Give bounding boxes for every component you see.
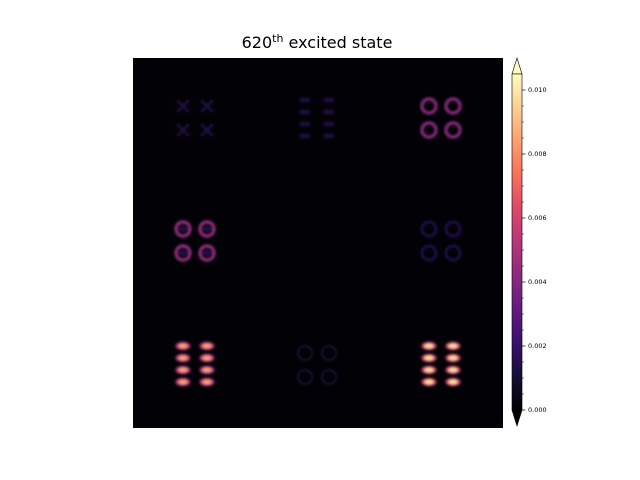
density-lobe — [448, 367, 458, 373]
title-superscript: th — [272, 32, 283, 45]
density-lobe — [320, 368, 338, 386]
density-lobe — [199, 98, 215, 114]
density-lobe — [448, 343, 458, 349]
density-lobe — [424, 343, 434, 349]
density-lobe — [199, 122, 215, 138]
density-lobe — [202, 367, 212, 373]
density-lobe — [448, 355, 458, 361]
density-lobe — [444, 244, 462, 262]
heatmap-block — [174, 220, 216, 262]
colorbar-tick-label: 0.004 — [528, 278, 547, 286]
density-lobe — [198, 244, 216, 262]
density-lobe — [198, 220, 216, 238]
colorbar-tick-label: 0.006 — [528, 214, 547, 222]
title-number: 620 — [242, 33, 273, 52]
colorbar-tick-label: 0.000 — [528, 406, 547, 414]
density-lobe — [323, 109, 335, 115]
density-lobe — [444, 97, 462, 115]
density-lobe — [174, 244, 192, 262]
density-lobe — [202, 226, 212, 232]
density-lobe — [299, 133, 311, 139]
heatmap-layer — [174, 97, 462, 387]
density-lobe — [424, 367, 434, 373]
colorbar-bar — [512, 74, 522, 410]
heatmap-block — [175, 341, 215, 387]
density-lobe — [178, 379, 188, 385]
density-lobe — [424, 379, 434, 385]
colorbar: 0.000 0.002 0.004 0.006 0.008 0.010 — [511, 56, 547, 428]
density-lobe — [202, 250, 212, 256]
density-lobe — [202, 343, 212, 349]
density-lobe — [175, 122, 191, 138]
title-rest: excited state — [283, 33, 392, 52]
density-lobe — [202, 379, 212, 385]
density-lobe — [299, 121, 311, 127]
density-lobe — [178, 250, 188, 256]
colorbar-outline — [511, 73, 523, 411]
heatmap-background — [133, 58, 503, 428]
density-lobe — [178, 343, 188, 349]
density-lobe — [178, 367, 188, 373]
heatmap-block — [175, 98, 215, 138]
chart-title: 620th excited state — [242, 32, 393, 52]
colorbar-tick-label: 0.008 — [528, 150, 547, 158]
colorbar-tick-label: 0.002 — [528, 342, 547, 350]
density-lobe — [174, 220, 192, 238]
density-lobe — [420, 244, 438, 262]
heatmap-block — [296, 344, 338, 386]
density-lobe — [296, 344, 314, 362]
density-lobe — [323, 97, 335, 103]
density-lobe — [424, 355, 434, 361]
density-lobe — [444, 220, 462, 238]
density-lobe — [323, 121, 335, 127]
density-lobe — [178, 226, 188, 232]
density-lobe — [202, 355, 212, 361]
heatmap-block — [299, 97, 335, 139]
density-lobe — [323, 133, 335, 139]
density-lobe — [448, 379, 458, 385]
heatmap-block — [420, 220, 462, 262]
density-lobe — [178, 355, 188, 361]
heatmap-block — [421, 341, 461, 387]
colorbar-extend-max — [511, 56, 523, 75]
density-lobe — [420, 220, 438, 238]
colorbar-extend-min — [511, 409, 523, 428]
density-lobe — [175, 98, 191, 114]
heatmap-block — [420, 97, 462, 139]
density-lobe — [296, 368, 314, 386]
density-lobe — [420, 121, 438, 139]
density-lobe — [444, 121, 462, 139]
density-lobe — [320, 344, 338, 362]
colorbar-ticks: 0.000 0.002 0.004 0.006 0.008 0.010 — [522, 86, 547, 414]
colorbar-tick-label: 0.010 — [528, 86, 547, 94]
density-lobe — [299, 97, 311, 103]
density-lobe — [420, 97, 438, 115]
density-lobe — [299, 109, 311, 115]
